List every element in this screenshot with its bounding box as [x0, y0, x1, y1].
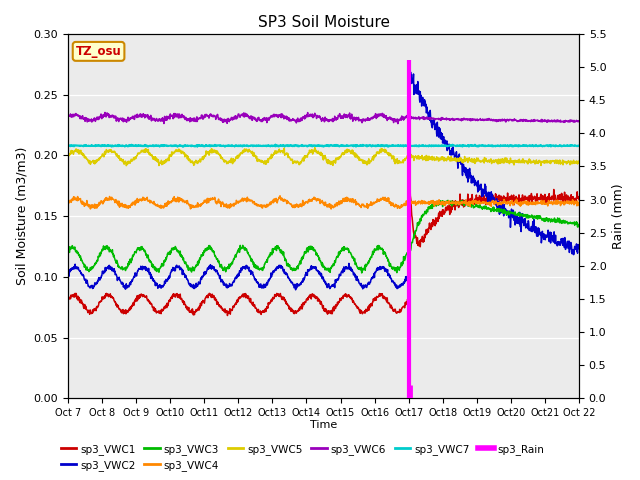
Title: SP3 Soil Moisture: SP3 Soil Moisture [257, 15, 390, 30]
Legend: sp3_VWC1, sp3_VWC2, sp3_VWC3, sp3_VWC4, sp3_VWC5, sp3_VWC6, sp3_VWC7, sp3_Rain: sp3_VWC1, sp3_VWC2, sp3_VWC3, sp3_VWC4, … [56, 439, 549, 475]
Text: TZ_osu: TZ_osu [76, 45, 122, 58]
Y-axis label: Rain (mm): Rain (mm) [612, 183, 625, 249]
Y-axis label: Soil Moisture (m3/m3): Soil Moisture (m3/m3) [15, 147, 28, 285]
X-axis label: Time: Time [310, 420, 337, 430]
